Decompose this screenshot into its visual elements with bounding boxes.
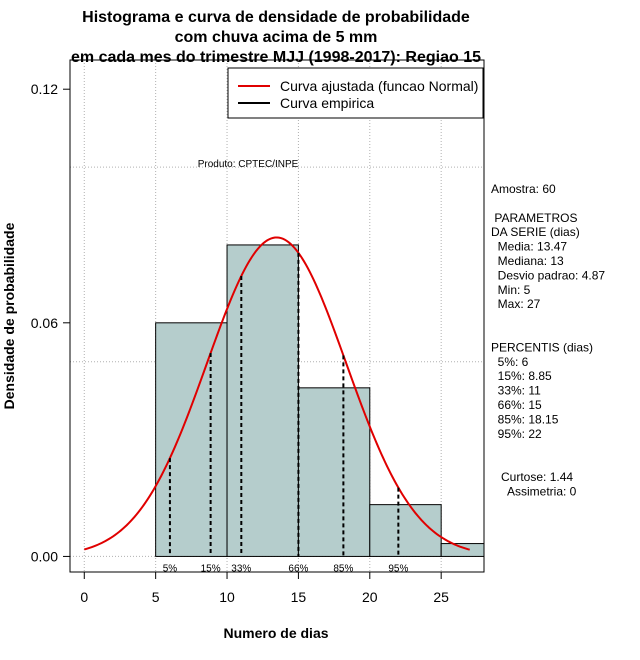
x-tick-label: 20 — [362, 589, 378, 605]
x-tick-label: 5 — [152, 589, 160, 605]
histogram-bar — [155, 322, 228, 557]
stats-line: Curtose: 1.44 — [491, 470, 573, 484]
stats-line: Max: 27 — [491, 297, 541, 311]
percentile-label: 66% — [288, 563, 308, 574]
stats-line: 5%: 6 — [491, 355, 529, 369]
histogram-bar — [440, 543, 485, 557]
histogram-bar — [297, 387, 371, 557]
x-tick-label: 25 — [433, 589, 449, 605]
percentile-label: 95% — [388, 563, 408, 574]
percentile-label: 5% — [163, 563, 178, 574]
legend-label: Curva ajustada (funcao Normal) — [280, 78, 478, 94]
normal-curve-line — [84, 236, 470, 551]
normal-curve — [84, 236, 470, 551]
stats-line: Media: 13.47 — [491, 240, 567, 254]
axes: 0 5 10 15 20 25 0.00 0.06 0.12 Numero de dias Dens… — [1, 81, 449, 641]
stats-line: Mediana: 13 — [491, 254, 564, 268]
stats-line: 33%: 11 — [491, 384, 541, 398]
stats-line: 15%: 8.85 — [491, 369, 552, 383]
x-axis-title: Numero de dias — [223, 625, 328, 641]
stats-line: Assimetria: 0 — [491, 484, 577, 498]
product-annotation: Produto: CPTEC/INPE — [198, 159, 299, 170]
percentile-label: 15% — [201, 563, 221, 574]
y-tick-label: 0.06 — [31, 315, 58, 331]
stats-line: PARAMETROS — [491, 211, 577, 225]
chart-title: Histograma e curva de densidade de proba… — [71, 9, 481, 66]
y-axis-title: Densidade de probabilidade — [1, 222, 17, 409]
title-line: com chuva acima de 5 mm — [175, 29, 378, 46]
legend-label: Curva empirica — [280, 95, 374, 111]
stats-line: 95%: 22 — [491, 427, 542, 441]
title-line: Histograma e curva de densidade de proba… — [82, 9, 470, 26]
y-tick-label: 0.00 — [31, 548, 58, 564]
stats-line: 66%: 15 — [491, 398, 542, 412]
x-tick-label: 10 — [219, 589, 235, 605]
y-tick-label: 0.12 — [31, 81, 58, 97]
percentile-label: 85% — [333, 563, 353, 574]
stats-line: Desvio padrao: 4.87 — [491, 268, 605, 282]
histogram-bar — [226, 244, 299, 557]
stats-line: 85%: 18.15 — [491, 412, 559, 426]
title-line: em cada mes do trimestre MJJ (1998-2017)… — [71, 49, 481, 66]
histogram-bar — [369, 504, 442, 557]
histogram-bars — [155, 244, 485, 557]
stats-line: Min: 5 — [491, 283, 531, 297]
stats-line: DA SERIE (dias) — [491, 225, 580, 239]
x-tick-label: 15 — [291, 589, 307, 605]
x-tick-label: 0 — [80, 589, 88, 605]
percentile-label: 33% — [231, 563, 251, 574]
percentile-lines: 5% 15% 33% 66% 85% 95% — [163, 252, 408, 574]
legend-box — [227, 67, 484, 119]
stats-line: Amostra: 60 — [491, 182, 556, 196]
legend: Curva ajustada (funcao Normal)Curva empi… — [227, 67, 484, 119]
stats-line: PERCENTIS (dias) — [491, 340, 593, 354]
